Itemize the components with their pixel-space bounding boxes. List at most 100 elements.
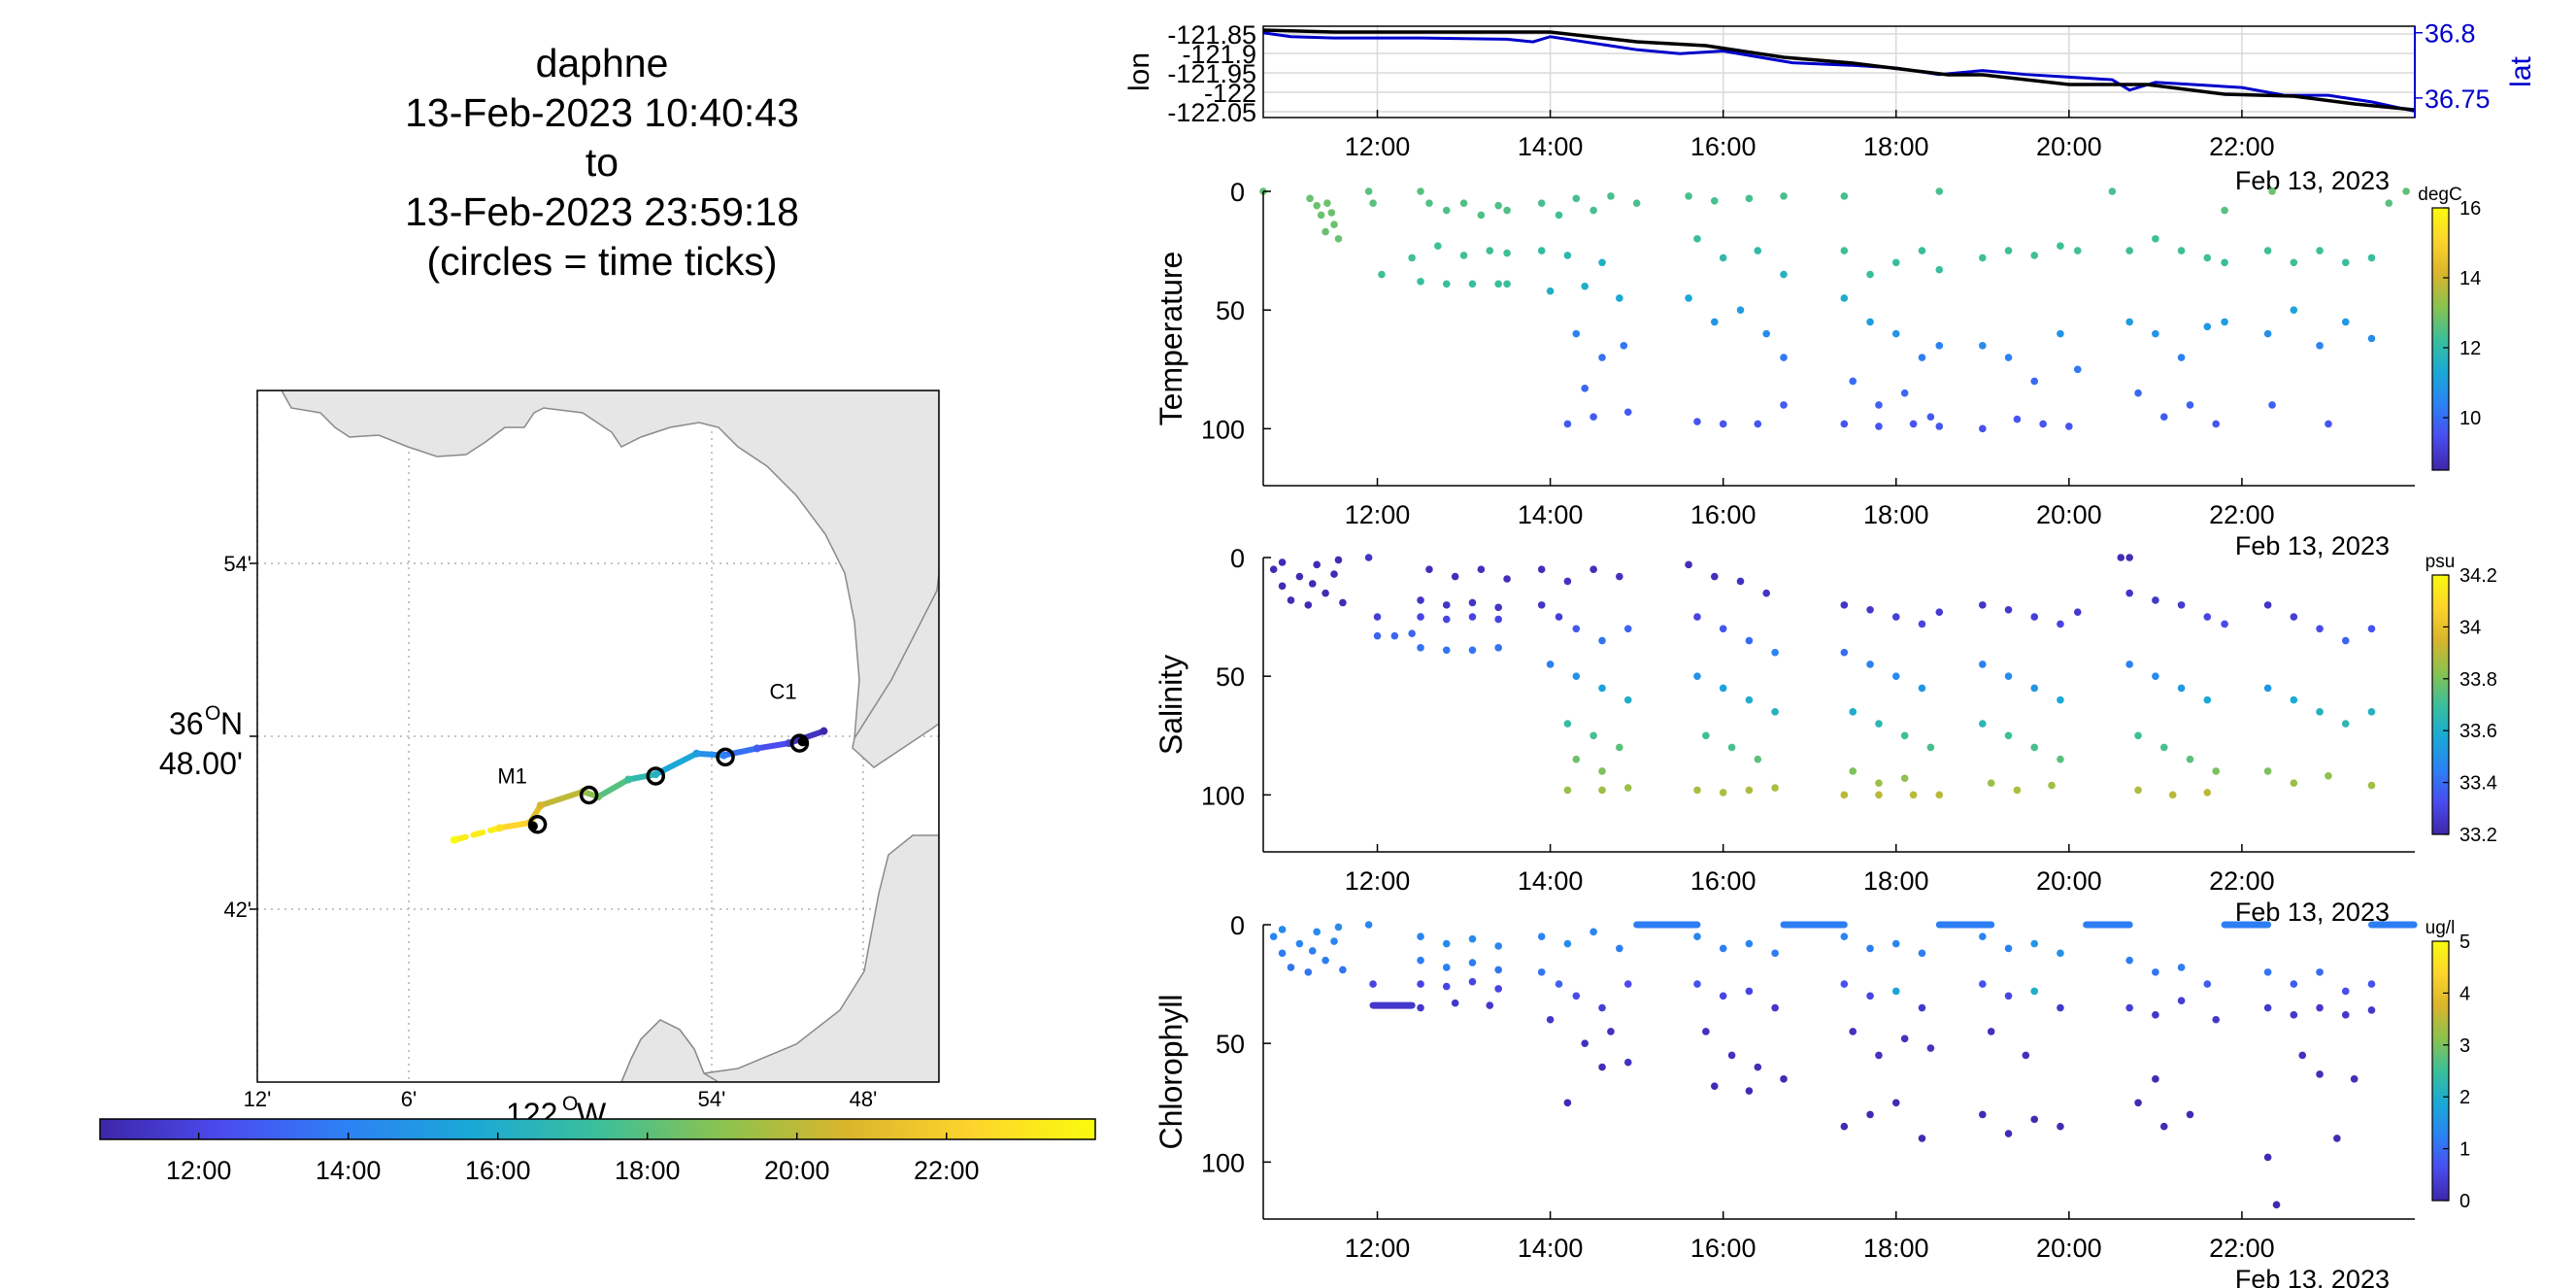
temperature-data-point	[2367, 254, 2376, 262]
salinity-data-point	[1598, 684, 1606, 693]
temperature-data-point	[1918, 354, 1926, 361]
salinity-data-point	[2177, 684, 2186, 693]
salinity-data-point	[2057, 695, 2064, 704]
salinity-data-point	[1616, 743, 1623, 752]
temperature-data-point	[1313, 201, 1321, 210]
salinity-data-point	[1373, 631, 1382, 640]
temperature-data-point	[1494, 201, 1502, 210]
lon-y-tick-label: -122	[1204, 79, 1256, 108]
temperature-data-point	[1979, 342, 1987, 350]
temperature-data-point	[2341, 318, 2350, 326]
chlorophyll-data-point	[1287, 964, 1295, 971]
chlorophyll-data-point	[2367, 980, 2376, 988]
temperature-data-point	[1632, 199, 1641, 208]
salinity-data-point	[1745, 786, 1754, 795]
temperature-axis-label: Temperature	[1154, 252, 1188, 426]
temperature-data-point	[1866, 270, 1874, 279]
salinity-data-point	[1304, 601, 1313, 609]
temperature-data-point	[1719, 420, 1727, 428]
salinity-data-point	[1918, 620, 1926, 628]
salinity-data-point	[1840, 601, 1849, 609]
chlorophyll-data-point	[1555, 980, 1563, 988]
lon-lat-lines	[1262, 28, 2415, 113]
salinity-data-point	[2203, 613, 2212, 621]
salinity-data-point	[2117, 554, 2125, 561]
salinity-data-point	[1598, 636, 1606, 645]
salinity-data-point	[1849, 708, 1857, 716]
temperature-data-point	[1434, 242, 1442, 251]
salinity-data-point	[1308, 580, 1317, 588]
map-colorbar-tick-label: 22:00	[914, 1156, 980, 1185]
chlorophyll-data-point	[2004, 944, 2013, 953]
temperature-data-point	[1840, 192, 1849, 200]
chlorophyll-data-point	[1891, 987, 1900, 996]
salinity-data-point	[1935, 791, 1944, 799]
temperature-data-point	[2290, 258, 2298, 267]
map-land-south-coast	[620, 1019, 720, 1082]
salinity-data-point	[1269, 565, 1278, 574]
salinity-data-point	[1364, 554, 1373, 561]
chlorophyll-data-point	[2367, 1006, 2376, 1014]
chlorophyll-data-point	[1891, 1099, 1900, 1107]
chlorophyll-data-point	[2212, 1015, 2221, 1024]
temperature-data-point	[1979, 424, 1987, 433]
temperature-data-point	[1417, 187, 1424, 195]
lon-y-tick-label: -122.05	[1167, 98, 1256, 127]
temperature-data-point	[1866, 318, 1874, 326]
temperature-data-point	[1581, 282, 1589, 290]
chlorophyll-data-point	[2004, 1130, 2013, 1137]
salinity-data-point	[1840, 791, 1849, 799]
salinity-data-point	[1875, 779, 1883, 787]
map-y-label-degree-mark: O	[205, 702, 220, 725]
salinity-data-point	[1287, 596, 1295, 604]
chlorophyll-data-point	[2290, 980, 2298, 988]
salinity-data-point	[2004, 605, 2013, 614]
salinity-data-point	[1477, 565, 1486, 574]
map-colorbar-tick-label: 12:00	[166, 1156, 232, 1185]
temperature-data-point	[2125, 247, 2133, 254]
chlorophyll-data-point	[2350, 1075, 2359, 1083]
salinity-data-point	[1693, 613, 1701, 621]
temperature-data-point	[1459, 252, 1468, 259]
salinity-data-point	[1494, 603, 1502, 612]
track-point	[624, 775, 633, 784]
lon-y-tick-label: -121.95	[1167, 59, 1256, 88]
chlorophyll-data-point	[2030, 987, 2039, 996]
map-colorbar-tick-label: 16:00	[465, 1156, 531, 1185]
temperature-data-point	[2316, 342, 2324, 350]
temperature-data-point	[1719, 254, 1727, 262]
map-colorbar-tick-label: 18:00	[615, 1156, 681, 1185]
temperature-colorbar-tick-label: 16	[2459, 198, 2481, 220]
temperature-data-point	[1891, 258, 1900, 267]
salinity-data-point	[1278, 582, 1287, 591]
salinity-data-point	[1623, 695, 1632, 704]
chlorophyll-data-point	[1771, 1003, 1779, 1012]
chlorophyll-colorbar-tick-label: 1	[2459, 1139, 2470, 1161]
chlorophyll-data-point	[1442, 982, 1451, 991]
chlorophyll-data-point	[2125, 1003, 2133, 1012]
temperature-data-point	[1494, 280, 1502, 288]
chlorophyll-data-point	[1442, 939, 1451, 948]
salinity-data-point	[2168, 791, 2177, 799]
chlorophyll-data-point	[1745, 939, 1754, 948]
temperature-data-point	[1710, 318, 1719, 326]
temperature-data-point	[2263, 247, 2272, 254]
temperature-data-point	[1685, 294, 1692, 302]
chlorophyll-data-point	[2316, 1070, 2324, 1078]
salinity-x-tick-label: 22:00	[2209, 866, 2275, 896]
temperature-data-point	[1330, 220, 1338, 229]
salinity-data-point	[1762, 589, 1771, 597]
chlorophyll-colorbar-unit: ug/l	[2425, 918, 2456, 938]
temperature-data-point	[2134, 389, 2142, 397]
chlorophyll-data-point	[1451, 999, 1459, 1007]
temperature-data-point	[2290, 306, 2298, 314]
temperature-data-point	[2221, 318, 2228, 326]
salinity-data-point	[1468, 598, 1477, 607]
temperature-data-point	[2004, 354, 2013, 361]
temperature-data-point	[1537, 247, 1546, 254]
temperature-data-point	[1442, 280, 1451, 288]
temperature-date-label: Feb 13, 2023	[2235, 531, 2390, 560]
temperature-x-tick-label: 12:00	[1345, 500, 1411, 529]
salinity-data-point	[1909, 791, 1918, 799]
lon-lat-x-tick-label: 20:00	[2036, 132, 2102, 161]
